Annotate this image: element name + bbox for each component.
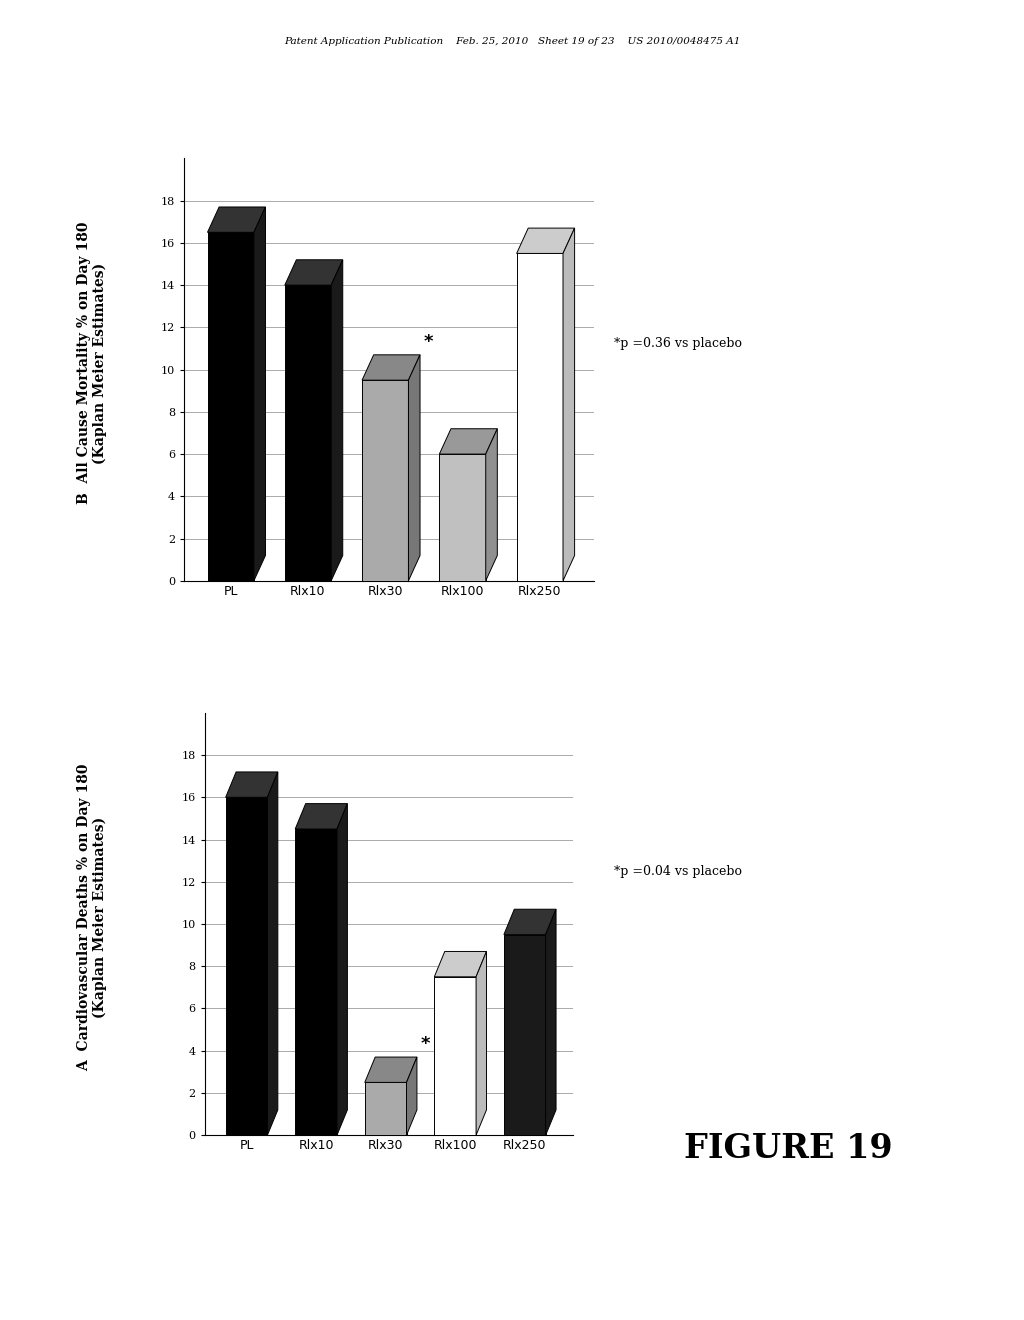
Polygon shape [563,228,574,581]
Bar [295,829,337,1135]
Polygon shape [362,355,420,380]
Polygon shape [504,909,556,935]
Polygon shape [485,429,498,581]
Polygon shape [208,207,265,232]
Text: *: * [424,333,433,351]
Bar [365,1082,407,1135]
Polygon shape [254,207,265,581]
Text: A  Cardiovascular Deaths % on Day 180
(Kaplan Meier Estimates): A Cardiovascular Deaths % on Day 180 (Ka… [77,764,108,1071]
Text: *p =0.04 vs placebo: *p =0.04 vs placebo [614,865,742,878]
Bar [208,232,254,581]
Bar [225,797,267,1135]
Polygon shape [434,952,486,977]
Polygon shape [267,772,278,1135]
Polygon shape [337,804,347,1135]
Text: B  All Cause Mortality % on Day 180
(Kaplan Meier Estimates): B All Cause Mortality % on Day 180 (Kapl… [77,222,108,504]
Bar [285,285,331,581]
Polygon shape [225,772,278,797]
Polygon shape [517,228,574,253]
Text: Patent Application Publication    Feb. 25, 2010   Sheet 19 of 23    US 2010/0048: Patent Application Publication Feb. 25, … [284,37,740,46]
Bar [434,977,476,1135]
Bar [504,935,546,1135]
Polygon shape [546,909,556,1135]
Bar [362,380,409,581]
Polygon shape [476,952,486,1135]
Text: FIGURE 19: FIGURE 19 [684,1133,893,1166]
Polygon shape [439,429,498,454]
Polygon shape [365,1057,417,1082]
Bar [517,253,563,581]
Polygon shape [295,804,347,829]
Polygon shape [407,1057,417,1135]
Bar [439,454,485,581]
Text: *p =0.36 vs placebo: *p =0.36 vs placebo [614,337,742,350]
Polygon shape [331,260,343,581]
Text: *: * [421,1035,430,1053]
Polygon shape [285,260,343,285]
Polygon shape [409,355,420,581]
